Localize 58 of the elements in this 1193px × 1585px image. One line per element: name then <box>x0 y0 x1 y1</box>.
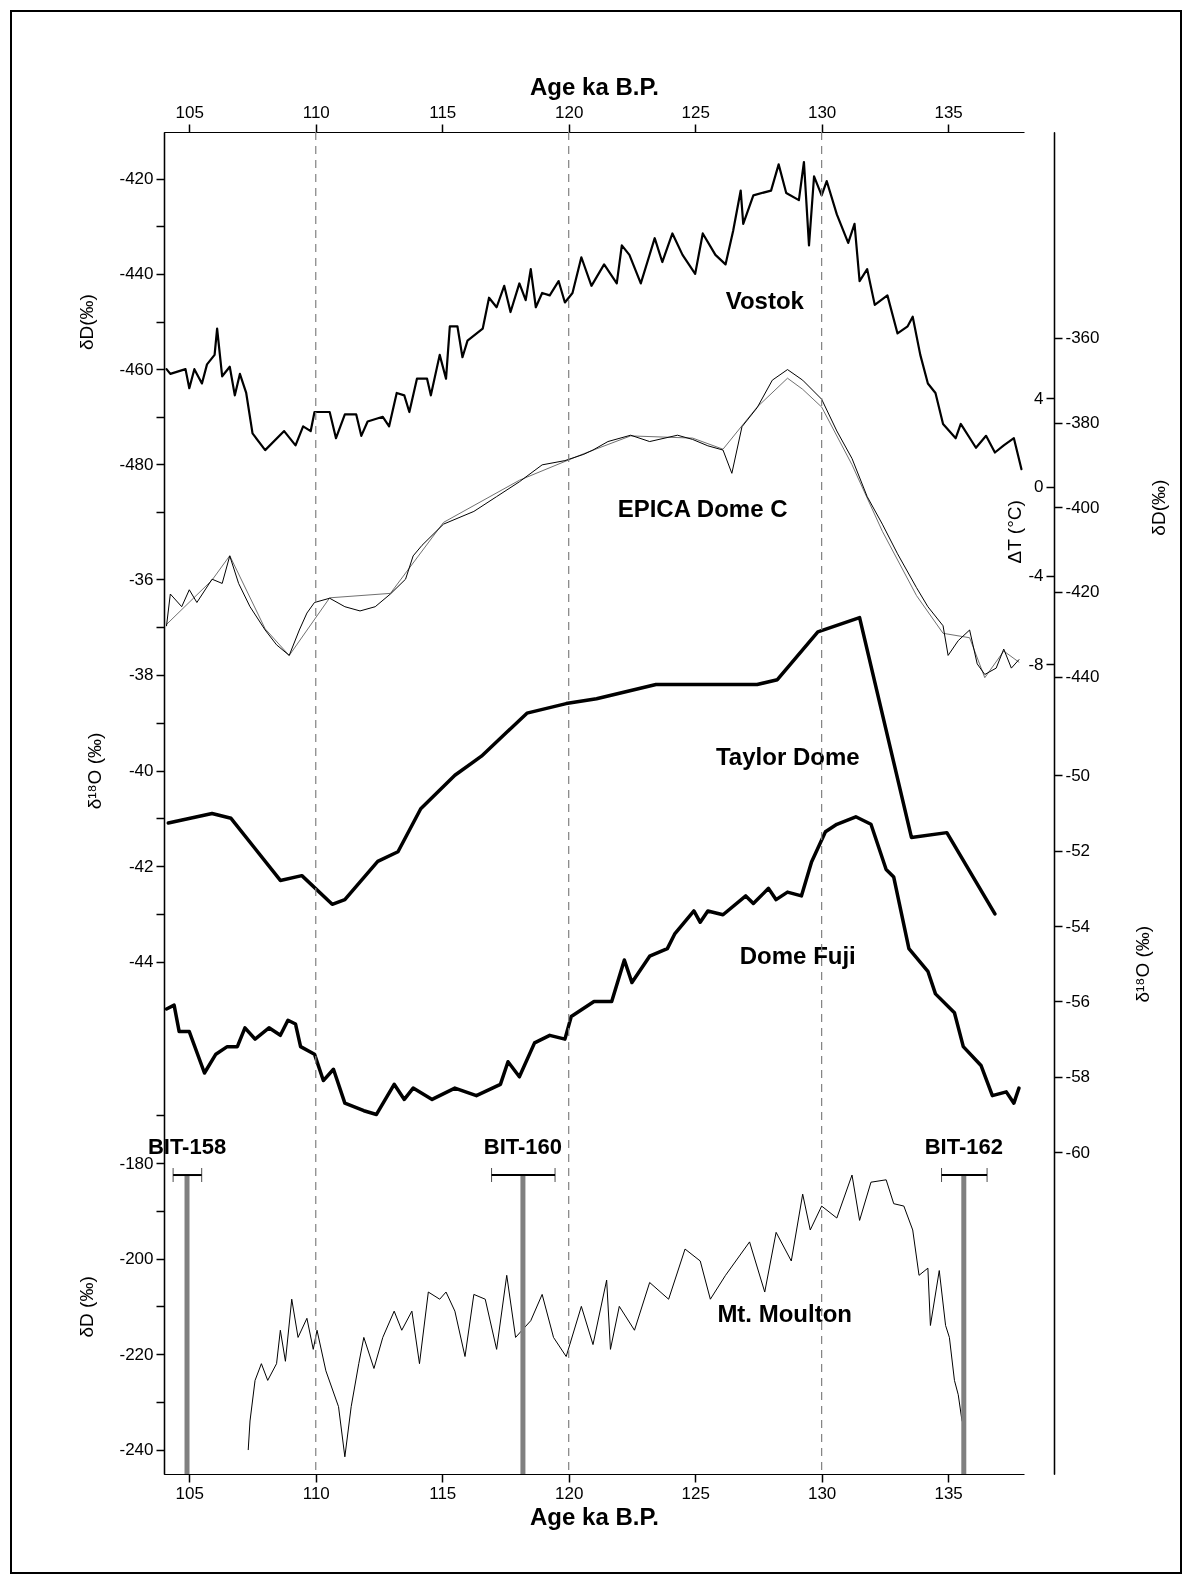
y-tick-label: -460 <box>119 359 154 379</box>
y-tick-label: -40 <box>128 761 154 780</box>
x-tick-label: 130 <box>807 102 837 122</box>
y-tick-label: -44 <box>128 952 154 972</box>
y3-tick-label: -200 <box>119 1249 154 1269</box>
y2-tick-label: -58 <box>1065 1067 1091 1087</box>
x-tick-label: 125 <box>681 102 710 122</box>
series-label: Taylor Dome <box>715 742 860 770</box>
y3-tick-label: 4 <box>1034 388 1044 408</box>
x-tick-label: 130 <box>807 1483 837 1503</box>
y2-tick-label: -54 <box>1065 916 1091 936</box>
series-label: EPICA Dome C <box>617 494 788 522</box>
y-tick-label: -440 <box>119 264 154 284</box>
x-tick-label: 115 <box>429 1483 457 1503</box>
line-series <box>166 615 997 916</box>
y-tick-label: -480 <box>119 454 154 474</box>
y2-axis-title: δ¹⁸O (‰) <box>1131 925 1153 1003</box>
y-tick-label: -42 <box>128 856 154 876</box>
y2-tick-label: -380 <box>1065 413 1100 433</box>
x-tick-label: 110 <box>302 102 330 122</box>
x-tick-label: 125 <box>681 1483 710 1503</box>
y2-tick-label: -420 <box>1065 582 1100 602</box>
y3-axis-title: ΔT (°C) <box>1003 500 1025 564</box>
y-tick-label: -36 <box>128 569 154 589</box>
y3-tick-label: -240 <box>119 1440 154 1460</box>
x-tick-label: 115 <box>429 102 457 122</box>
x-tick-label: 120 <box>555 102 584 122</box>
y2-tick-label: -360 <box>1065 328 1100 348</box>
data-label: BIT-162 <box>924 1134 1003 1160</box>
y2-tick-label: -400 <box>1065 497 1100 517</box>
y-axis-title: δ¹⁸O (‰) <box>83 732 105 810</box>
y2-tick-label: -56 <box>1065 991 1091 1011</box>
y2-tick-label: -52 <box>1065 841 1091 861</box>
y3-tick-label: -4 <box>1028 566 1044 586</box>
y3-tick-label: -8 <box>1028 654 1044 674</box>
x-tick-label: 135 <box>934 1483 963 1503</box>
x-axis-title: Age ka B.P. <box>530 1502 659 1530</box>
y3-tick-label: 0 <box>1034 477 1044 497</box>
x-tick-label: 105 <box>175 102 204 122</box>
x-tick-label: 120 <box>555 1483 584 1503</box>
data-label: BIT-160 <box>483 1134 563 1160</box>
y2-tick-label: -440 <box>1065 667 1100 687</box>
x-axis-title: Age ka B.P. <box>530 72 659 100</box>
y3-axis-title: δD (‰) <box>75 1276 97 1338</box>
y2-tick-label: -60 <box>1065 1142 1091 1162</box>
x-tick-label: 110 <box>302 1483 330 1503</box>
x-tick-label: 135 <box>934 102 963 122</box>
y2-axis-title: δD(‰) <box>1147 479 1169 536</box>
x-tick-label: 105 <box>175 1483 204 1503</box>
series-label: Dome Fuji <box>739 941 856 969</box>
series-label: Vostok <box>725 287 805 314</box>
y-tick-label: -420 <box>119 169 154 189</box>
series-label: Mt. Moulton <box>717 1300 852 1328</box>
y-tick-label: -38 <box>128 665 154 685</box>
line-series <box>247 1174 963 1458</box>
y3-tick-label: -220 <box>119 1344 154 1364</box>
y2-tick-label: -50 <box>1065 765 1091 785</box>
y-axis-title: δD(‰) <box>75 294 97 351</box>
